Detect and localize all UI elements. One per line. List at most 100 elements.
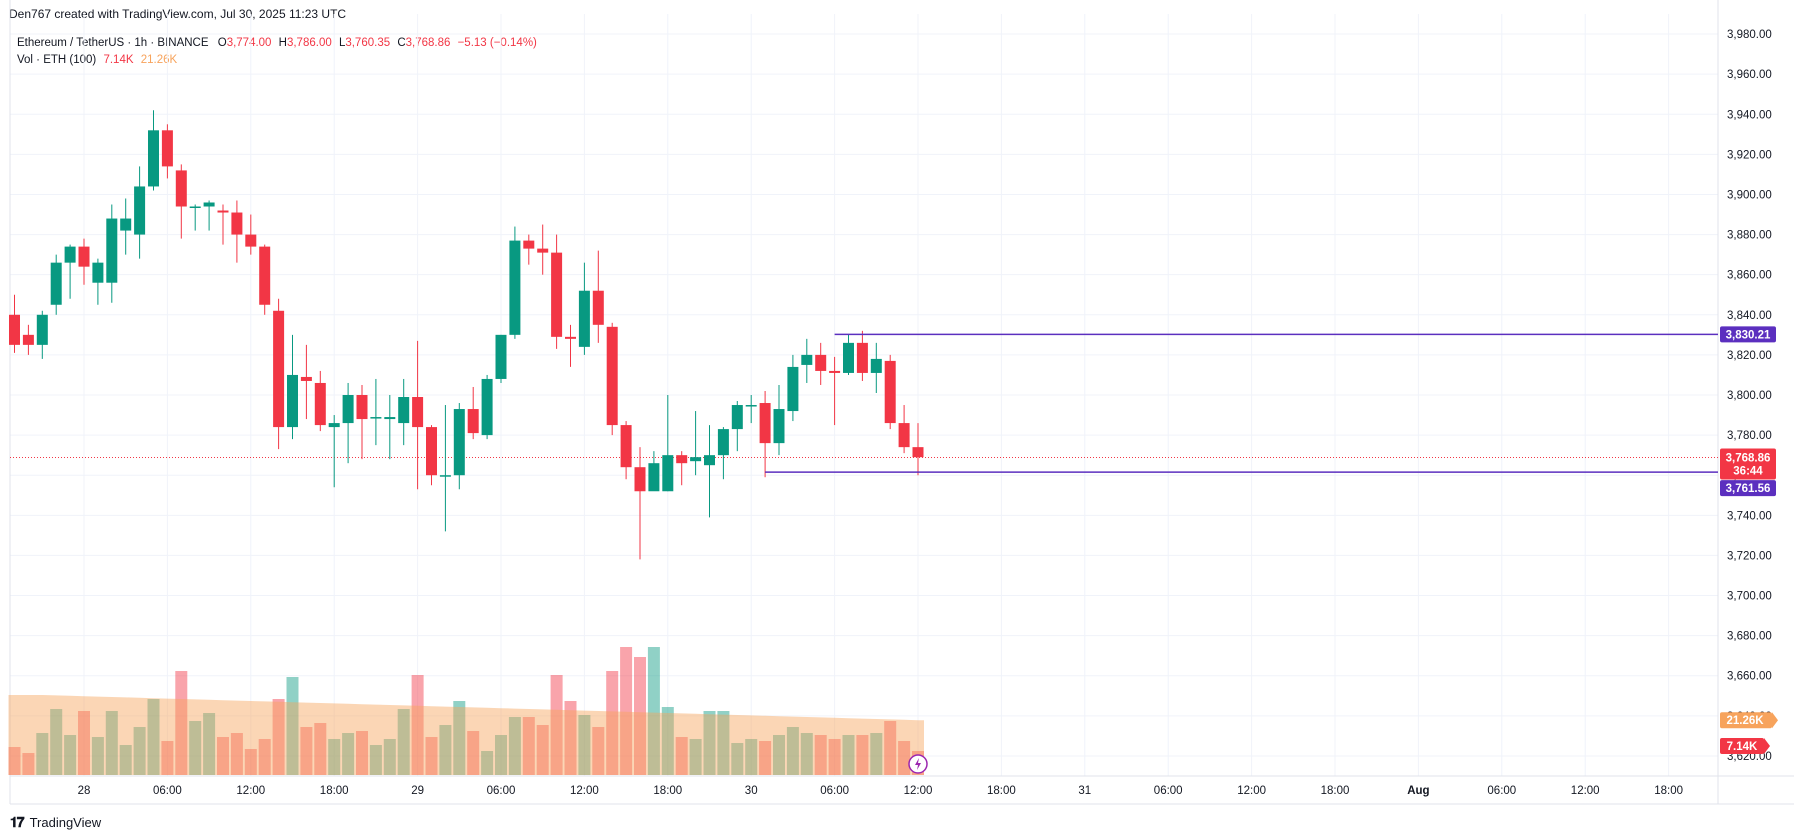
legend-volume-row[interactable]: Vol · ETH (100) 7.14K 21.26K xyxy=(17,52,537,69)
volume-bar xyxy=(189,721,202,775)
candle-body xyxy=(856,342,868,373)
time-tick-label: 06:00 xyxy=(1487,785,1516,797)
volume-bar xyxy=(731,743,744,775)
volume-ma-area xyxy=(8,695,924,775)
time-tick-label: 29 xyxy=(411,785,424,797)
volume-bar xyxy=(592,727,605,775)
volume-bar xyxy=(717,711,730,775)
change-value: −5.13 (−0.14%) xyxy=(457,37,537,49)
volume-bar xyxy=(369,745,382,775)
candle-body xyxy=(342,395,354,424)
volume-bar xyxy=(884,721,897,775)
candle-body xyxy=(300,376,312,381)
candle-body xyxy=(92,262,104,283)
volume-bar xyxy=(425,737,438,775)
volume-bar xyxy=(439,725,452,775)
price-tick-label: 3,700.00 xyxy=(1727,591,1772,603)
volume-bar xyxy=(814,735,827,775)
candle-body xyxy=(412,397,424,428)
resistance-price-text: 3,830.21 xyxy=(1726,329,1771,341)
volume-bar xyxy=(467,731,480,775)
volume-bar xyxy=(453,701,466,775)
volume-bar xyxy=(314,723,327,775)
candle-body xyxy=(106,218,118,283)
volume-bar xyxy=(397,709,410,775)
volume-value: 7.14K xyxy=(103,54,134,66)
price-tick-label: 3,780.00 xyxy=(1727,430,1772,442)
volume-bar xyxy=(745,739,758,775)
volume-bar xyxy=(50,709,63,775)
candle-body xyxy=(287,374,298,428)
volume-bar xyxy=(342,733,355,775)
candle-body xyxy=(495,334,507,379)
volume-bar xyxy=(856,735,869,775)
tradingview-brand[interactable]: 𝟏𝟕 TradingView xyxy=(10,814,101,831)
resistance-price-tag[interactable] xyxy=(1720,326,1776,343)
support-price-tag[interactable] xyxy=(1720,480,1776,497)
volume-bar xyxy=(133,727,146,775)
candle-body xyxy=(426,427,437,476)
price-tick-label: 3,820.00 xyxy=(1727,350,1772,362)
candle-body xyxy=(634,467,646,492)
candle-body xyxy=(759,403,771,444)
last-price-text: 3,768.86 xyxy=(1726,452,1771,464)
candle-body xyxy=(551,252,563,337)
volume-bar xyxy=(578,715,591,775)
candle-body xyxy=(314,382,326,426)
volume-bar xyxy=(564,701,577,775)
volume-bar xyxy=(481,751,494,775)
time-tick-label: 12:00 xyxy=(1571,785,1600,797)
volume-tag[interactable] xyxy=(1720,738,1764,754)
time-tick-label: 06:00 xyxy=(820,785,849,797)
time-tick-label: Aug xyxy=(1407,785,1429,797)
candle-body xyxy=(537,248,549,253)
volume-bar xyxy=(356,731,368,775)
candle-body xyxy=(9,314,20,345)
candle-body xyxy=(453,409,465,476)
legend-symbol-row[interactable]: Ethereum / TetherUS · 1h · BINANCE O3,77… xyxy=(17,35,537,52)
time-tick-label: 18:00 xyxy=(987,785,1016,797)
volume-ma-tag[interactable] xyxy=(1720,712,1772,729)
candle-body xyxy=(662,455,674,492)
candle-body xyxy=(648,463,660,492)
candle-body xyxy=(398,397,410,424)
price-tick-label: 3,860.00 xyxy=(1727,270,1772,282)
volume-bar xyxy=(230,733,243,775)
volume-bar xyxy=(258,739,271,775)
time-tick-label: 28 xyxy=(78,785,91,797)
price-tick-label: 3,880.00 xyxy=(1727,230,1772,242)
candle-body xyxy=(898,423,910,448)
chart-caption: Den767 created with TradingView.com, Jul… xyxy=(9,7,347,21)
candle-body xyxy=(203,202,215,207)
candle-body xyxy=(231,212,243,235)
volume-bar xyxy=(8,747,21,775)
time-tick-label: 18:00 xyxy=(320,785,349,797)
candle-body xyxy=(884,360,896,424)
tradingview-logo-icon: 𝟏𝟕 xyxy=(10,814,25,830)
candle-body xyxy=(704,455,715,466)
volume-bar xyxy=(495,735,507,775)
volume-bar xyxy=(91,737,104,775)
time-tick-label: 06:00 xyxy=(487,785,516,797)
candle-body xyxy=(189,206,201,209)
time-tick-label: 12:00 xyxy=(904,785,933,797)
last-price-tag[interactable] xyxy=(1720,448,1776,480)
volume-bar xyxy=(64,735,77,775)
volume-bar xyxy=(773,735,785,775)
volume-bar xyxy=(550,675,563,775)
volume-bar xyxy=(244,749,257,775)
volume-title[interactable]: Vol · ETH (100) xyxy=(17,54,97,66)
volume-bar xyxy=(759,741,772,775)
price-tick-label: 3,960.00 xyxy=(1727,69,1772,81)
symbol-title[interactable]: Ethereum / TetherUS · 1h · BINANCE xyxy=(17,37,209,49)
volume-bar xyxy=(508,717,521,775)
legend: Ethereum / TetherUS · 1h · BINANCE O3,77… xyxy=(17,35,537,69)
volume-bar xyxy=(175,671,188,775)
volume-bar xyxy=(286,677,299,775)
candle-body xyxy=(370,417,382,419)
price-tick-label: 3,980.00 xyxy=(1727,29,1772,41)
countdown-text: 36:44 xyxy=(1733,465,1763,477)
time-tick-label: 12:00 xyxy=(1237,785,1266,797)
time-tick-label: 18:00 xyxy=(653,785,682,797)
